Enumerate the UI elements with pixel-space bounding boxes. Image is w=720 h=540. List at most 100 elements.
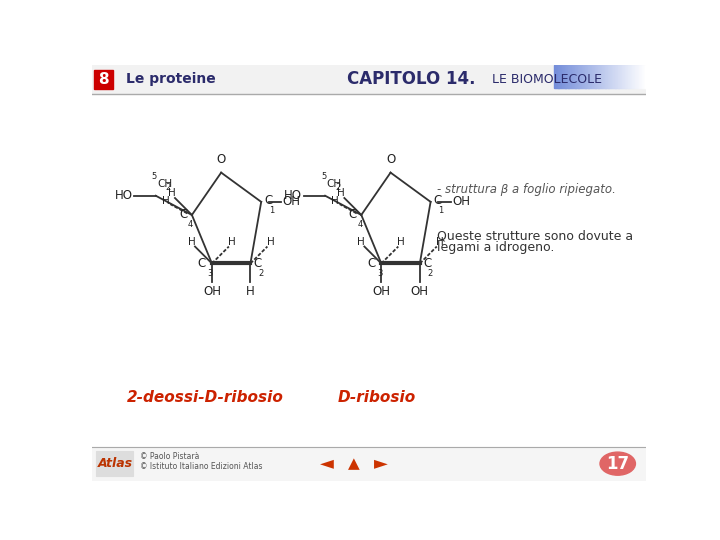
Bar	[618, 65, 619, 88]
Bar	[611, 65, 613, 88]
Bar	[607, 65, 608, 88]
Bar	[599, 65, 600, 88]
Text: Atlas: Atlas	[97, 457, 132, 470]
Text: 5: 5	[151, 172, 157, 181]
Text: C: C	[264, 194, 273, 207]
Bar	[621, 65, 623, 88]
Text: ►: ►	[374, 455, 387, 472]
Text: OH: OH	[203, 285, 221, 298]
Bar	[609, 65, 610, 88]
Text: CAPITOLO 14.: CAPITOLO 14.	[347, 70, 476, 89]
Text: legami a idrogeno.: legami a idrogeno.	[437, 241, 554, 254]
Bar	[588, 65, 589, 88]
Bar	[572, 65, 573, 88]
Bar	[587, 65, 588, 88]
Bar	[567, 65, 569, 88]
Text: OH: OH	[452, 195, 470, 208]
Bar	[576, 65, 577, 88]
Bar	[565, 65, 566, 88]
Ellipse shape	[600, 452, 636, 475]
Bar	[588, 65, 590, 88]
Text: H: H	[436, 237, 444, 247]
Bar	[608, 65, 609, 88]
Bar	[583, 65, 584, 88]
Text: C: C	[179, 208, 187, 221]
Bar	[556, 65, 557, 88]
Bar	[586, 65, 587, 88]
Bar	[626, 65, 627, 88]
Text: H: H	[357, 237, 365, 247]
Bar	[575, 65, 576, 88]
Bar	[94, 70, 112, 89]
Bar	[610, 65, 611, 88]
Bar	[554, 65, 556, 88]
Bar	[568, 65, 570, 88]
Bar	[634, 65, 635, 88]
Bar	[592, 65, 593, 88]
Bar	[562, 65, 563, 88]
Text: 1: 1	[438, 206, 444, 215]
Bar	[585, 65, 586, 88]
Bar	[637, 65, 638, 88]
Bar	[615, 65, 616, 88]
Bar	[631, 65, 632, 88]
Text: H: H	[168, 188, 176, 198]
Bar	[566, 65, 567, 88]
Text: 2: 2	[166, 183, 171, 192]
Bar	[601, 65, 603, 88]
Bar	[643, 65, 644, 88]
Bar	[605, 65, 606, 88]
Text: 2: 2	[335, 183, 341, 192]
Bar	[600, 65, 602, 88]
Bar	[600, 65, 601, 88]
Text: H: H	[338, 188, 345, 198]
Bar	[571, 65, 572, 88]
Bar	[604, 65, 605, 88]
Bar	[579, 65, 580, 88]
Text: O: O	[217, 153, 226, 166]
Bar	[560, 65, 561, 88]
Bar	[594, 65, 595, 88]
Text: H: H	[228, 237, 236, 247]
Bar	[563, 65, 564, 88]
Bar	[92, 65, 647, 93]
Text: C: C	[253, 257, 262, 270]
Text: ▲: ▲	[348, 456, 359, 471]
Text: 2: 2	[428, 269, 433, 278]
Bar	[642, 65, 643, 88]
Text: 17: 17	[606, 455, 629, 472]
Bar	[590, 65, 591, 88]
Text: 3: 3	[377, 269, 382, 278]
Text: H: H	[162, 196, 170, 206]
Bar	[634, 65, 636, 88]
Bar	[640, 65, 641, 88]
Bar	[617, 65, 618, 88]
Bar	[629, 65, 630, 88]
Bar	[614, 65, 615, 88]
Bar	[590, 65, 592, 88]
Bar	[645, 65, 647, 88]
Text: 2-deossi-D-ribosio: 2-deossi-D-ribosio	[127, 390, 284, 405]
Bar	[630, 65, 631, 88]
Text: © Istituto Italiano Edizioni Atlas: © Istituto Italiano Edizioni Atlas	[140, 462, 262, 471]
Bar	[641, 65, 642, 88]
Bar	[606, 65, 607, 88]
Text: 4: 4	[357, 220, 362, 230]
Bar	[616, 65, 617, 88]
Bar	[627, 65, 628, 88]
Bar	[596, 65, 597, 88]
Bar	[633, 65, 634, 88]
Bar	[632, 65, 634, 88]
Text: - struttura β a foglio ripiegato.: - struttura β a foglio ripiegato.	[437, 183, 616, 196]
Text: C: C	[367, 257, 375, 270]
Text: H: H	[188, 237, 196, 247]
Bar	[582, 65, 583, 88]
Bar	[92, 447, 647, 481]
Bar	[580, 65, 581, 88]
Bar	[623, 65, 624, 88]
Text: 1: 1	[269, 206, 274, 215]
Bar	[644, 65, 645, 88]
Text: H: H	[266, 237, 274, 247]
Bar	[622, 65, 624, 88]
Text: 3: 3	[207, 269, 213, 278]
